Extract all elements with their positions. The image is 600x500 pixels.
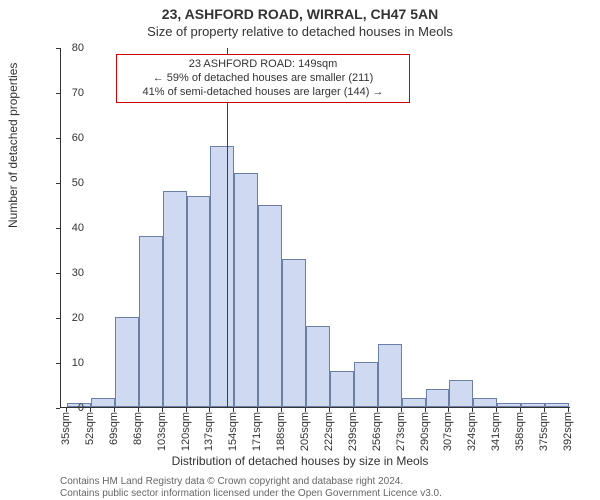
y-tick-mark xyxy=(56,93,60,94)
histogram-bar xyxy=(282,259,306,408)
annotation-line: 41% of semi-detached houses are larger (… xyxy=(123,86,403,100)
histogram-bar xyxy=(402,398,426,407)
x-tick-mark xyxy=(425,408,426,412)
histogram-bar xyxy=(163,191,187,407)
annotation-line: 23 ASHFORD ROAD: 149sqm xyxy=(123,58,403,72)
x-tick-label: 188sqm xyxy=(275,412,287,451)
x-tick-label: 307sqm xyxy=(442,412,454,451)
histogram-bar xyxy=(354,362,378,407)
x-tick-label: 35sqm xyxy=(60,412,72,445)
y-tick-mark xyxy=(56,318,60,319)
histogram-bar xyxy=(306,326,330,407)
x-tick-label: 154sqm xyxy=(227,412,239,451)
page-subtitle: Size of property relative to detached ho… xyxy=(0,24,600,39)
x-tick-mark xyxy=(377,408,378,412)
x-tick-mark xyxy=(568,408,569,412)
x-tick-label: 358sqm xyxy=(514,412,526,451)
histogram-bar xyxy=(545,403,569,408)
y-tick-label: 80 xyxy=(44,42,84,54)
y-tick-label: 40 xyxy=(44,222,84,234)
x-tick-label: 52sqm xyxy=(84,412,96,445)
x-tick-label: 120sqm xyxy=(180,412,192,451)
x-tick-label: 290sqm xyxy=(419,412,431,451)
y-axis-label: Number of detached properties xyxy=(6,63,20,228)
attribution: Contains HM Land Registry data © Crown c… xyxy=(60,476,442,499)
annotation-line: ← 59% of detached houses are smaller (21… xyxy=(123,72,403,86)
x-tick-label: 86sqm xyxy=(132,412,144,445)
y-tick-mark xyxy=(56,183,60,184)
x-tick-mark xyxy=(114,408,115,412)
attribution-line: Contains public sector information licen… xyxy=(60,488,442,500)
x-tick-mark xyxy=(353,408,354,412)
x-tick-mark xyxy=(90,408,91,412)
x-tick-mark xyxy=(162,408,163,412)
page-title: 23, ASHFORD ROAD, WIRRAL, CH47 5AN xyxy=(0,6,600,22)
histogram-bar xyxy=(234,173,258,407)
x-tick-label: 171sqm xyxy=(251,412,263,451)
histogram-bar xyxy=(449,380,473,407)
x-tick-label: 392sqm xyxy=(562,412,574,451)
x-tick-mark xyxy=(257,408,258,412)
x-tick-mark xyxy=(544,408,545,412)
histogram-bar xyxy=(330,371,354,407)
histogram-bar xyxy=(473,398,497,407)
x-axis-label: Distribution of detached houses by size … xyxy=(0,454,600,468)
x-tick-mark xyxy=(281,408,282,412)
y-tick-mark xyxy=(56,228,60,229)
y-tick-label: 30 xyxy=(44,267,84,279)
x-tick-mark xyxy=(496,408,497,412)
x-tick-label: 222sqm xyxy=(323,412,335,451)
x-tick-label: 239sqm xyxy=(347,412,359,451)
x-tick-label: 375sqm xyxy=(538,412,550,451)
x-tick-label: 273sqm xyxy=(395,412,407,451)
histogram-bar xyxy=(426,389,450,407)
y-tick-label: 20 xyxy=(44,312,84,324)
histogram-bar xyxy=(378,344,402,407)
reference-annotation: 23 ASHFORD ROAD: 149sqm ← 59% of detache… xyxy=(116,54,410,103)
x-tick-label: 103sqm xyxy=(156,412,168,451)
x-tick-mark xyxy=(186,408,187,412)
x-tick-mark xyxy=(520,408,521,412)
x-tick-mark xyxy=(305,408,306,412)
x-tick-mark xyxy=(448,408,449,412)
x-tick-label: 69sqm xyxy=(108,412,120,445)
histogram-bar xyxy=(91,398,115,407)
histogram-bar xyxy=(139,236,163,407)
y-tick-label: 50 xyxy=(44,177,84,189)
y-tick-label: 10 xyxy=(44,357,84,369)
y-tick-mark xyxy=(56,138,60,139)
x-tick-mark xyxy=(329,408,330,412)
y-tick-label: 70 xyxy=(44,87,84,99)
x-tick-mark xyxy=(209,408,210,412)
histogram-bar xyxy=(521,403,545,408)
attribution-line: Contains HM Land Registry data © Crown c… xyxy=(60,476,442,488)
y-tick-mark xyxy=(56,48,60,49)
x-tick-label: 205sqm xyxy=(299,412,311,451)
histogram-bar xyxy=(497,403,521,408)
histogram-bar xyxy=(210,146,234,407)
x-tick-mark xyxy=(472,408,473,412)
x-tick-mark xyxy=(233,408,234,412)
histogram-bar xyxy=(187,196,211,408)
x-tick-label: 137sqm xyxy=(203,412,215,451)
y-tick-label: 60 xyxy=(44,132,84,144)
y-tick-mark xyxy=(56,363,60,364)
histogram-bar xyxy=(115,317,139,407)
x-tick-label: 324sqm xyxy=(466,412,478,451)
x-tick-label: 256sqm xyxy=(371,412,383,451)
x-tick-mark xyxy=(401,408,402,412)
x-tick-mark xyxy=(138,408,139,412)
y-tick-mark xyxy=(56,273,60,274)
y-tick-mark xyxy=(56,408,60,409)
x-tick-mark xyxy=(66,408,67,412)
x-tick-label: 341sqm xyxy=(490,412,502,451)
histogram-bar xyxy=(258,205,282,408)
